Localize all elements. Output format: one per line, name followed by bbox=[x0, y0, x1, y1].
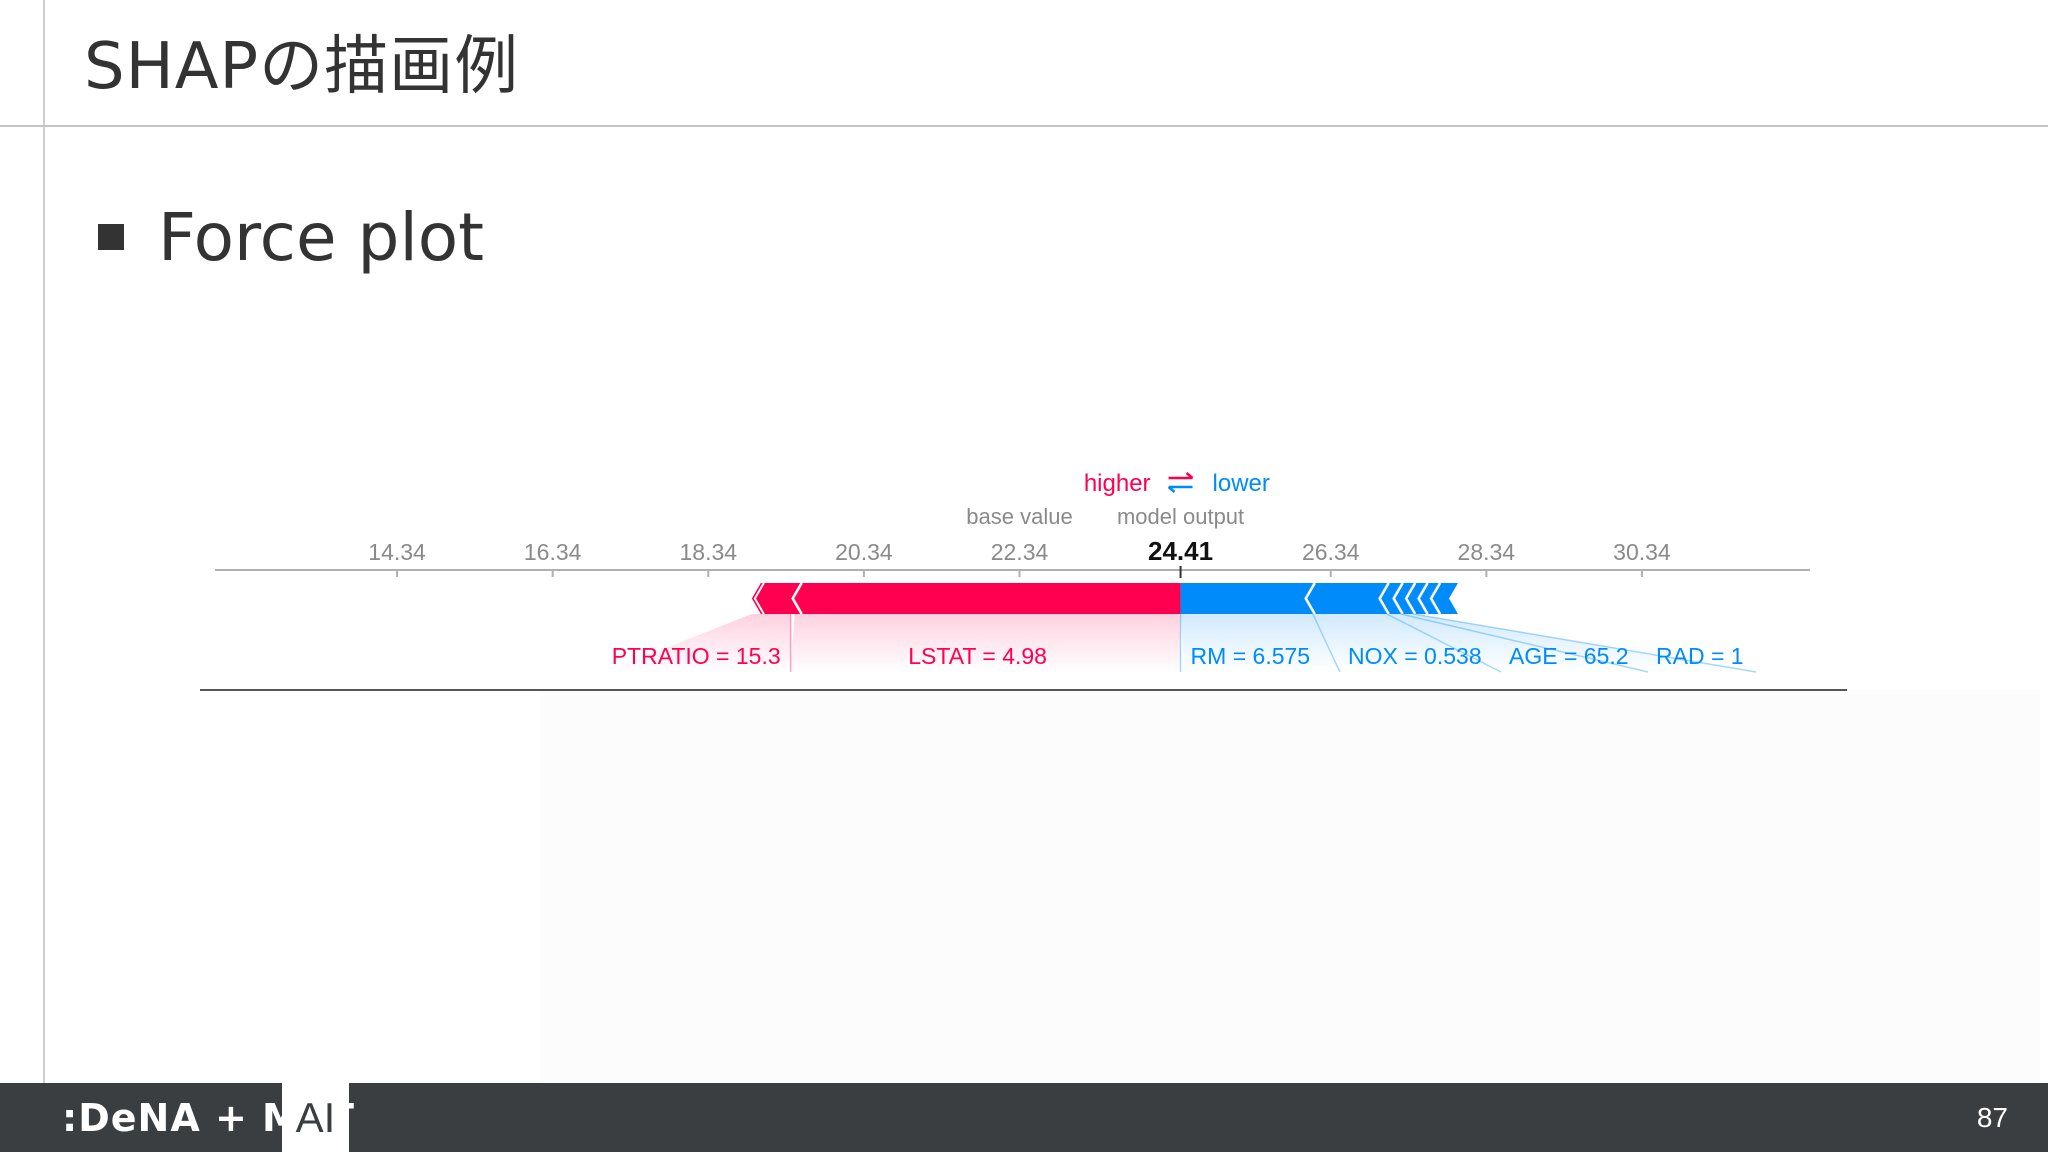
footer-bar: :DeNA + MoT AI 87 bbox=[0, 1083, 2048, 1152]
negative-feature-bar bbox=[1303, 583, 1387, 614]
page-number: 87 bbox=[1976, 1102, 2008, 1133]
negative-label-fan bbox=[1180, 614, 1340, 672]
ai-logo-text: AI bbox=[295, 1094, 336, 1141]
x-tick-label: 22.34 bbox=[991, 539, 1049, 565]
positive-feature-label: LSTAT = 4.98 bbox=[908, 643, 1047, 669]
legend-arrow-left-icon bbox=[1167, 485, 1193, 493]
legend-higher: higher bbox=[1084, 470, 1151, 497]
negative-feature-bar bbox=[1180, 583, 1313, 614]
x-tick-label: 20.34 bbox=[835, 539, 893, 565]
force-plot: 14.34 16.34 18.34 20.34 22.34 26.34 28.34 30.34… bbox=[200, 470, 1847, 691]
x-tick-label: 18.34 bbox=[680, 539, 738, 565]
left-rule bbox=[43, 0, 45, 1083]
x-tick-label: 16.34 bbox=[524, 539, 582, 565]
label-divider bbox=[1386, 613, 1502, 673]
base-value-label: base value bbox=[966, 504, 1072, 529]
x-tick-label: 14.34 bbox=[368, 539, 426, 565]
slide-title: SHAPの描画例 bbox=[84, 30, 520, 104]
label-divider bbox=[1312, 613, 1341, 673]
x-tick-label: 28.34 bbox=[1458, 539, 1516, 565]
label-divider bbox=[1400, 613, 1649, 673]
lstat-label-fan bbox=[790, 614, 1181, 672]
legend-lower: lower bbox=[1213, 470, 1270, 497]
legend-arrow-right-icon bbox=[1168, 472, 1194, 480]
negative-feature-label: RM = 6.575 bbox=[1191, 643, 1311, 669]
feature-separator bbox=[1417, 582, 1429, 615]
negative-label-fan bbox=[1400, 614, 1756, 672]
feature-separator bbox=[791, 582, 803, 615]
bullet-text: Force plot bbox=[158, 199, 485, 276]
feature-separator bbox=[1429, 582, 1442, 615]
negative-label-fan bbox=[1312, 614, 1501, 672]
feature-separator bbox=[1378, 582, 1390, 615]
feature-separator bbox=[1304, 582, 1316, 615]
feature-separator bbox=[1404, 582, 1417, 615]
feature-separator bbox=[753, 582, 765, 615]
positive-feature-bar bbox=[794, 583, 1181, 614]
model-output-label: model output bbox=[1117, 504, 1244, 529]
x-tick-label: 30.34 bbox=[1613, 539, 1671, 565]
bullet-marker bbox=[98, 224, 124, 250]
positive-feature-bar bbox=[751, 583, 804, 614]
title-divider bbox=[0, 125, 2048, 127]
x-tick-label: 26.34 bbox=[1302, 539, 1360, 565]
model-output-value: 24.41 bbox=[1148, 536, 1213, 566]
ptratio-label-fan bbox=[604, 614, 791, 672]
positive-feature-label: PTRATIO = 15.3 bbox=[612, 643, 781, 669]
figure-background bbox=[540, 690, 2040, 1083]
label-divider bbox=[1413, 613, 1757, 673]
negative-feature-label: RAD = 1 bbox=[1656, 643, 1744, 669]
negative-label-fan bbox=[1386, 614, 1648, 672]
feature-separator bbox=[1392, 582, 1404, 615]
ai-logo-box: AI bbox=[282, 1083, 349, 1152]
